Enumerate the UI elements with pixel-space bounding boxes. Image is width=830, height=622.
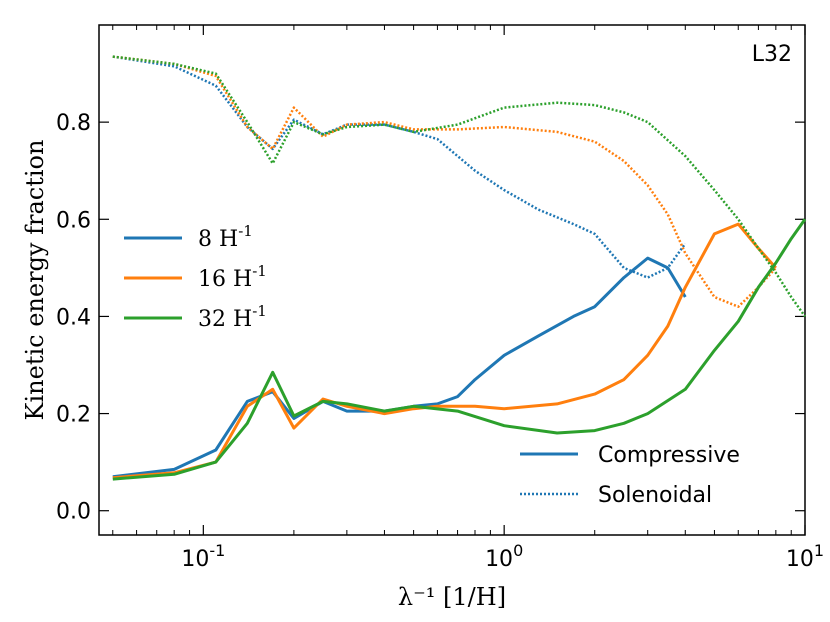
series-line bbox=[112, 222, 777, 480]
y-tick-label: 0.4 bbox=[56, 305, 91, 330]
legend-resolution: 8 H-1 16 H-1 32 H-1 bbox=[124, 222, 267, 332]
y-tick-label: 0.0 bbox=[56, 500, 91, 525]
series-line bbox=[112, 218, 807, 481]
legend-label: Solenoidal bbox=[598, 483, 712, 508]
plot-frame bbox=[98, 24, 806, 536]
ticks bbox=[99, 25, 806, 535]
x-tick-label: 101 bbox=[786, 541, 824, 572]
tick-labels: 0.0 0.2 0.4 0.6 0.8 10-1 100 101 bbox=[56, 111, 824, 572]
legend-style: Compressive Solenoidal bbox=[520, 443, 740, 508]
series-lines bbox=[112, 55, 807, 481]
legend-label: 32 H-1 bbox=[198, 302, 267, 332]
series-line bbox=[112, 55, 777, 308]
legend-label: Compressive bbox=[598, 443, 740, 468]
x-axis-title: λ⁻¹ [1/H] bbox=[398, 583, 506, 611]
x-tick-label: 10-1 bbox=[181, 541, 225, 572]
x-tick-label: 100 bbox=[485, 541, 523, 572]
y-tick-label: 0.6 bbox=[56, 208, 91, 233]
series-line bbox=[112, 256, 687, 479]
legend-label: 16 H-1 bbox=[198, 262, 267, 292]
y-tick-label: 0.2 bbox=[56, 403, 91, 428]
y-tick-label: 0.8 bbox=[56, 111, 91, 136]
panel-label: L32 bbox=[752, 42, 792, 67]
legend-label: 8 H-1 bbox=[198, 222, 253, 252]
y-axis-title: Kinetic energy fraction bbox=[21, 140, 49, 421]
series-line bbox=[112, 55, 687, 279]
